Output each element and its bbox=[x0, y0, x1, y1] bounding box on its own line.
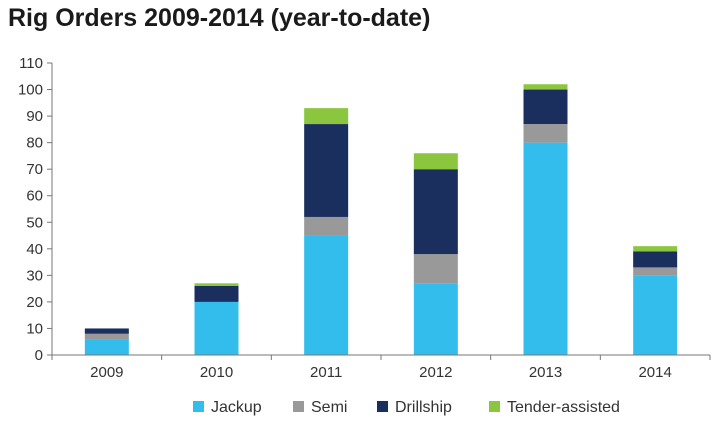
bar-segment-jackup bbox=[304, 235, 349, 355]
y-tick-label: 60 bbox=[26, 188, 43, 205]
bar-segment-semi bbox=[633, 267, 678, 276]
legend-swatch-jackup bbox=[193, 401, 204, 412]
y-tick-label: 80 bbox=[26, 135, 43, 152]
x-tick-label: 2012 bbox=[419, 364, 452, 381]
chart-title: Rig Orders 2009-2014 (year-to-date) bbox=[8, 4, 431, 32]
bar-segment-jackup bbox=[413, 283, 458, 355]
bars-layer bbox=[84, 84, 678, 355]
y-tick-label: 0 bbox=[35, 347, 43, 364]
bar-segment-jackup bbox=[194, 301, 239, 355]
legend-swatch-semi bbox=[293, 401, 304, 412]
bar-segment-jackup bbox=[633, 275, 678, 355]
bar-segment-semi bbox=[84, 333, 129, 340]
x-tick-label: 2011 bbox=[310, 364, 342, 381]
bar-segment-tender-assisted bbox=[304, 108, 349, 125]
bar-segment-tender-assisted bbox=[633, 246, 678, 252]
y-tick-label: 70 bbox=[26, 161, 43, 178]
x-tick-label: 2013 bbox=[529, 364, 562, 381]
bar-segment-tender-assisted bbox=[413, 153, 458, 170]
axes-layer: 0 10 20 30 40 50 60 70 80 90 100 110 2009 2010 2011 201… bbox=[18, 55, 711, 381]
legend: Jackup Semi Drillship Tender-assisted bbox=[193, 399, 620, 416]
y-tick-label: 10 bbox=[26, 320, 43, 337]
legend-label-jackup: Jackup bbox=[211, 399, 262, 416]
y-tick-label: 40 bbox=[26, 241, 43, 258]
bar-segment-drillship bbox=[194, 285, 239, 302]
legend-label-drillship: Drillship bbox=[395, 399, 452, 416]
bar-segment-drillship bbox=[304, 124, 349, 217]
y-tick-label: 20 bbox=[26, 294, 43, 311]
x-tick-label: 2010 bbox=[200, 364, 233, 381]
bar-segment-jackup bbox=[84, 339, 129, 355]
legend-swatch-tender-assisted bbox=[489, 401, 500, 412]
legend-swatch-drillship bbox=[377, 401, 388, 412]
bar-segment-semi bbox=[304, 216, 349, 236]
y-tick-label: 30 bbox=[26, 267, 43, 284]
y-tick-label: 50 bbox=[26, 214, 43, 231]
x-tick-label: 2009 bbox=[90, 364, 123, 381]
bar-segment-tender-assisted bbox=[194, 283, 239, 286]
y-tick-label: 110 bbox=[19, 55, 43, 72]
bar-segment-semi bbox=[413, 254, 458, 284]
y-tick-label: 100 bbox=[18, 82, 43, 99]
bar-segment-semi bbox=[523, 124, 568, 143]
bar-segment-drillship bbox=[84, 328, 129, 334]
bar-segment-jackup bbox=[523, 142, 568, 355]
legend-label-tender-assisted: Tender-assisted bbox=[507, 399, 620, 416]
x-tick-label: 2014 bbox=[638, 364, 671, 381]
legend-label-semi: Semi bbox=[311, 399, 347, 416]
y-tick-label: 90 bbox=[26, 108, 43, 125]
bar-segment-tender-assisted bbox=[523, 84, 568, 90]
bar-segment-drillship bbox=[633, 251, 678, 268]
bar-segment-drillship bbox=[413, 169, 458, 255]
bar-segment-drillship bbox=[523, 89, 568, 125]
